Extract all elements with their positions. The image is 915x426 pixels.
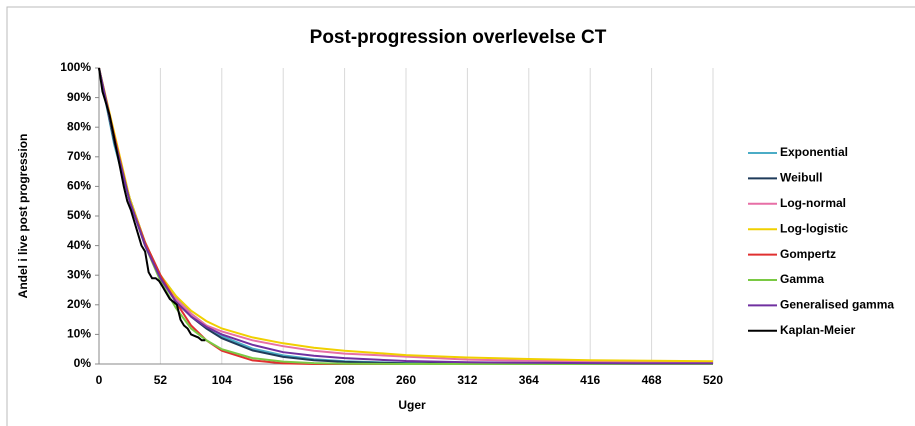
y-tick-label: 80% [67,119,91,133]
legend-label: Log-logistic [780,221,848,235]
y-tick-label: 30% [67,267,91,281]
y-tick-label: 100% [60,60,91,74]
chart-title: Post-progression overlevelse CT [310,27,607,48]
x-tick-label: 260 [396,373,416,387]
y-tick-label: 10% [67,327,91,341]
y-tick-label: 90% [67,90,91,104]
x-tick-label: 208 [335,373,355,387]
series-line [98,67,713,365]
series-line [98,67,206,342]
y-tick-label: 50% [67,208,91,222]
y-tick-label: 70% [67,149,91,163]
x-tick-label: 104 [212,373,232,387]
legend-label: Gompertz [780,247,836,261]
legend-label: Kaplan-Meier [780,323,856,337]
y-tick-label: 60% [67,179,91,193]
x-tick-label: 312 [457,373,477,387]
x-axis-label: Uger [398,398,426,412]
y-axis-label: Andel i live post progression [16,134,30,299]
legend-label: Exponential [780,145,848,159]
x-tick-label: 520 [703,373,723,387]
legend-label: Weibull [780,171,822,185]
x-tick-label: 468 [642,373,662,387]
legend-label: Generalised gamma [780,298,894,312]
y-tick-label: 40% [67,238,91,252]
x-tick-label: 416 [580,373,600,387]
x-tick-label: 156 [273,373,293,387]
y-tick-label: 20% [67,297,91,311]
legend-label: Log-normal [780,196,846,210]
x-tick-label: 0 [96,373,103,387]
x-tick-label: 52 [154,373,168,387]
x-tick-label: 364 [519,373,539,387]
legend-label: Gamma [780,272,824,286]
y-tick-label: 0% [74,356,92,370]
chart-border [6,6,915,426]
